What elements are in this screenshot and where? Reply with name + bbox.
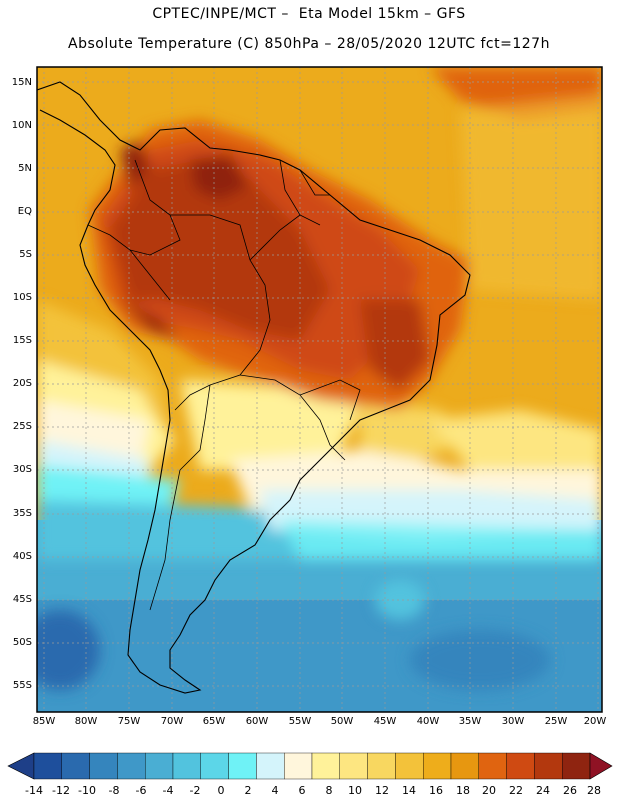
lon-label: 45W <box>373 716 397 727</box>
colorbar-label: 2 <box>244 784 252 797</box>
colorbar-label: 26 <box>563 784 577 797</box>
colorbar-box <box>478 752 507 780</box>
colorbar-label: 22 <box>509 784 523 797</box>
colorbar-label: 20 <box>482 784 496 797</box>
colorbar-box <box>33 752 62 780</box>
lon-label: 55W <box>288 716 312 727</box>
lat-label: 35S <box>12 508 32 519</box>
lon-label: 20W <box>583 716 607 727</box>
colorbar-label: -4 <box>162 784 174 797</box>
lat-label: 20S <box>12 378 32 389</box>
colorbar-label: 16 <box>429 784 443 797</box>
colorbar-label: -2 <box>189 784 201 797</box>
lon-label: 75W <box>117 716 141 727</box>
lon-label: 25W <box>544 716 568 727</box>
title-line-1: CPTEC/INPE/MCT – Eta Model 15km – GFS <box>152 6 466 22</box>
country-borders <box>87 159 361 611</box>
colorbar-box <box>228 752 257 780</box>
colorbar-box <box>311 752 340 780</box>
colorbar-label: 6 <box>298 784 306 797</box>
colorbar-label: 12 <box>375 784 389 797</box>
lon-label: 85W <box>32 716 56 727</box>
plot-frame <box>36 66 603 713</box>
colorbar-box <box>395 752 424 780</box>
colorbar-label: -6 <box>135 784 147 797</box>
lon-label: 80W <box>74 716 98 727</box>
lon-label: 50W <box>330 716 354 727</box>
colorbar-label: 8 <box>325 784 333 797</box>
colorbar-box <box>61 752 90 780</box>
colorbar-boxes <box>33 752 591 780</box>
colorbar-box <box>172 752 201 780</box>
lon-label: 65W <box>202 716 226 727</box>
colorbar-label: 24 <box>536 784 550 797</box>
lon-label: 60W <box>245 716 269 727</box>
colorbar-box <box>450 752 479 780</box>
lat-label: 25S <box>12 421 32 432</box>
graticule <box>37 67 602 712</box>
south-america-coastline <box>37 81 471 694</box>
colorbar-label: 10 <box>348 784 362 797</box>
temperature-field <box>37 67 602 712</box>
colorbar-label: -12 <box>52 784 70 797</box>
colorbar <box>7 752 613 780</box>
colorbar-label: -14 <box>25 784 43 797</box>
title-line-2: Absolute Temperature (C) 850hPa – 28/05/… <box>68 36 550 52</box>
lat-label: 15N <box>11 77 32 88</box>
lat-label: EQ <box>17 206 32 217</box>
lat-label: 40S <box>12 551 32 562</box>
colorbar-box <box>367 752 396 780</box>
lat-label: 15S <box>12 335 32 346</box>
lat-label: 5N <box>18 163 32 174</box>
lon-label: 40W <box>416 716 440 727</box>
lat-label: 45S <box>12 594 32 605</box>
colorbar-label: 14 <box>402 784 416 797</box>
colorbar-box <box>256 752 285 780</box>
lon-label: 30W <box>501 716 525 727</box>
colorbar-left-arrow <box>7 752 35 780</box>
lon-label: 70W <box>160 716 184 727</box>
colorbar-box <box>144 752 174 780</box>
lon-label: 35W <box>458 716 482 727</box>
colorbar-label: 28 <box>587 784 601 797</box>
colorbar-box <box>339 752 368 780</box>
colorbar-box <box>506 752 535 780</box>
colorbar-box <box>562 752 591 780</box>
colorbar-label: -10 <box>78 784 96 797</box>
lat-label: 5S <box>19 249 32 260</box>
lat-label: 30S <box>12 464 32 475</box>
lat-label: 55S <box>12 680 32 691</box>
lat-label: 10S <box>12 292 32 303</box>
colorbar-box <box>89 752 118 780</box>
colorbar-label: 0 <box>217 784 225 797</box>
colorbar-box <box>284 752 313 780</box>
colorbar-box <box>117 752 146 780</box>
colorbar-right-arrow <box>589 752 613 780</box>
colorbar-box <box>423 752 452 780</box>
lat-label: 10N <box>11 120 32 131</box>
lat-label: 50S <box>12 637 32 648</box>
colorbar-box <box>534 752 563 780</box>
colorbar-label: 18 <box>456 784 470 797</box>
colorbar-box <box>200 752 229 780</box>
colorbar-label: 4 <box>271 784 279 797</box>
colorbar-label: -8 <box>108 784 120 797</box>
